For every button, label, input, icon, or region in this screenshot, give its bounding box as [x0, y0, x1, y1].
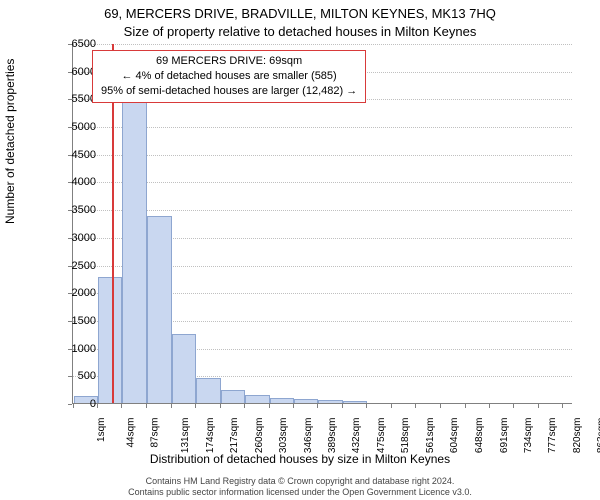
- x-tick-label: 648sqm: [474, 418, 485, 454]
- x-tick-mark: [293, 404, 294, 408]
- y-tick-mark: [68, 155, 72, 156]
- footer-line-1: Contains HM Land Registry data © Crown c…: [0, 476, 600, 487]
- y-axis-label: Number of detached properties: [3, 59, 17, 224]
- y-tick-mark: [68, 182, 72, 183]
- x-tick-mark: [220, 404, 221, 408]
- y-tick-label: 6500: [56, 38, 96, 50]
- y-tick-label: 2500: [56, 260, 96, 272]
- x-tick-mark: [538, 404, 539, 408]
- x-tick-mark: [317, 404, 318, 408]
- x-tick-label: 44sqm: [126, 418, 137, 448]
- x-tick-mark: [73, 404, 74, 408]
- x-tick-mark: [195, 404, 196, 408]
- y-tick-label: 1500: [56, 315, 96, 327]
- histogram-bar: [172, 334, 196, 403]
- page-subtitle: Size of property relative to detached ho…: [0, 24, 600, 39]
- x-tick-label: 389sqm: [327, 418, 338, 454]
- x-tick-mark: [489, 404, 490, 408]
- x-tick-label: 518sqm: [400, 418, 411, 454]
- y-tick-label: 500: [56, 370, 96, 382]
- gridline-h: [73, 127, 572, 128]
- x-tick-label: 604sqm: [449, 418, 460, 454]
- y-tick-label: 4000: [56, 176, 96, 188]
- gridline-h: [73, 182, 572, 183]
- x-tick-mark: [513, 404, 514, 408]
- gridline-h: [73, 210, 572, 211]
- x-tick-label: 863sqm: [596, 418, 600, 454]
- gridline-h: [73, 44, 572, 45]
- y-tick-mark: [68, 44, 72, 45]
- x-tick-mark: [465, 404, 466, 408]
- y-tick-mark: [68, 293, 72, 294]
- x-tick-mark: [269, 404, 270, 408]
- y-tick-mark: [68, 238, 72, 239]
- x-tick-label: 432sqm: [352, 418, 363, 454]
- histogram-bar: [147, 216, 171, 403]
- callout-line: 69 MERCERS DRIVE: 69sqm: [101, 54, 357, 69]
- x-tick-label: 734sqm: [523, 418, 534, 454]
- y-tick-label: 4500: [56, 149, 96, 161]
- histogram-bar: [318, 400, 342, 403]
- x-tick-mark: [97, 404, 98, 408]
- x-tick-label: 217sqm: [229, 418, 240, 454]
- y-tick-label: 3500: [56, 204, 96, 216]
- y-tick-mark: [68, 349, 72, 350]
- x-axis-label: Distribution of detached houses by size …: [0, 452, 600, 466]
- histogram-bar: [221, 390, 245, 403]
- y-tick-mark: [68, 321, 72, 322]
- y-tick-label: 1000: [56, 343, 96, 355]
- property-callout: 69 MERCERS DRIVE: 69sqm← 4% of detached …: [92, 50, 366, 103]
- x-tick-mark: [244, 404, 245, 408]
- y-tick-label: 5500: [56, 93, 96, 105]
- gridline-h: [73, 155, 572, 156]
- x-tick-label: 131sqm: [181, 418, 192, 454]
- callout-line: ← 4% of detached houses are smaller (585…: [101, 69, 357, 84]
- x-tick-label: 561sqm: [425, 418, 436, 454]
- x-tick-label: 303sqm: [278, 418, 289, 454]
- page-title: 69, MERCERS DRIVE, BRADVILLE, MILTON KEY…: [0, 6, 600, 21]
- y-tick-mark: [68, 266, 72, 267]
- x-tick-label: 260sqm: [254, 418, 265, 454]
- x-tick-mark: [562, 404, 563, 408]
- y-tick-mark: [68, 127, 72, 128]
- y-tick-mark: [68, 404, 72, 405]
- histogram-bar: [98, 277, 122, 403]
- x-tick-mark: [415, 404, 416, 408]
- x-tick-mark: [391, 404, 392, 408]
- x-tick-label: 174sqm: [205, 418, 216, 454]
- histogram-bar: [196, 378, 220, 403]
- y-tick-label: 0: [56, 398, 96, 410]
- x-tick-mark: [121, 404, 122, 408]
- histogram-bar: [343, 401, 367, 403]
- x-tick-label: 346sqm: [303, 418, 314, 454]
- y-tick-mark: [68, 376, 72, 377]
- x-tick-label: 691sqm: [499, 418, 510, 454]
- x-tick-label: 87sqm: [150, 418, 161, 448]
- y-tick-label: 6000: [56, 66, 96, 78]
- histogram-bar: [245, 395, 269, 403]
- x-tick-label: 777sqm: [548, 418, 559, 454]
- footer-attribution: Contains HM Land Registry data © Crown c…: [0, 476, 600, 499]
- x-tick-label: 820sqm: [572, 418, 583, 454]
- histogram-bar: [270, 398, 294, 403]
- y-tick-mark: [68, 210, 72, 211]
- y-tick-mark: [68, 72, 72, 73]
- histogram-bar: [294, 399, 318, 403]
- y-tick-mark: [68, 99, 72, 100]
- x-tick-mark: [342, 404, 343, 408]
- x-tick-label: 1sqm: [96, 418, 107, 442]
- x-tick-mark: [440, 404, 441, 408]
- footer-line-2: Contains public sector information licen…: [0, 487, 600, 498]
- x-tick-mark: [146, 404, 147, 408]
- y-tick-label: 3000: [56, 232, 96, 244]
- x-tick-label: 475sqm: [376, 418, 387, 454]
- x-tick-mark: [366, 404, 367, 408]
- x-tick-mark: [171, 404, 172, 408]
- callout-line: 95% of semi-detached houses are larger (…: [101, 84, 357, 99]
- histogram-bar: [122, 98, 147, 403]
- y-tick-label: 2000: [56, 287, 96, 299]
- y-tick-label: 5000: [56, 121, 96, 133]
